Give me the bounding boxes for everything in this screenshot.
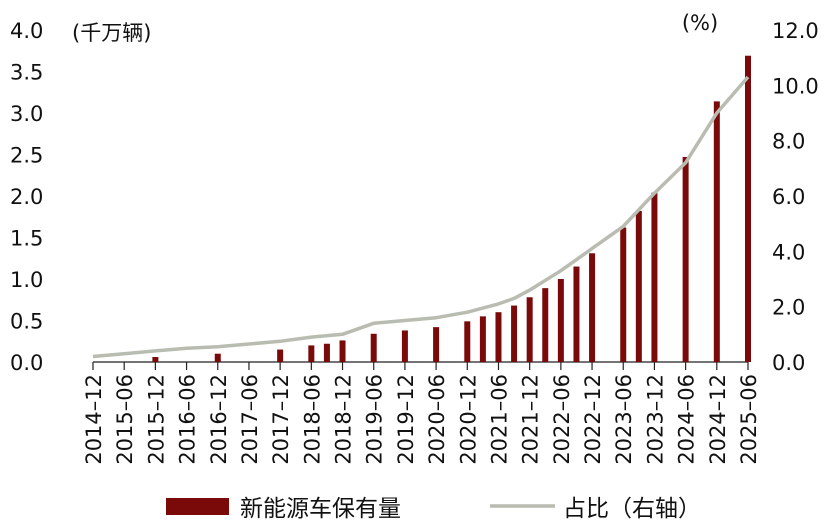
- y-left-tick-label: 0.0: [10, 351, 43, 375]
- bar: [620, 227, 627, 362]
- bar: [339, 340, 346, 362]
- bar: [589, 253, 596, 362]
- bar: [542, 288, 549, 362]
- bar: [682, 156, 689, 362]
- bar: [277, 349, 284, 362]
- y-right-tick-label: 10.0: [772, 74, 819, 98]
- bar: [495, 312, 502, 362]
- x-tick-label: 2023–06: [612, 374, 636, 465]
- bar: [557, 279, 564, 362]
- y-right-tick-label: 2.0: [772, 296, 805, 320]
- y-right-tick-label: 8.0: [772, 130, 805, 154]
- x-tick-label: 2016–12: [207, 374, 231, 465]
- left-axis-unit: (千万辆): [72, 21, 151, 45]
- y-left-tick-label: 2.0: [10, 185, 43, 209]
- legend-bar-swatch: [166, 498, 229, 515]
- bar: [651, 192, 658, 362]
- legend: 新能源车保有量 占比（右轴）: [166, 496, 701, 522]
- x-tick-label: 2018–06: [300, 374, 324, 465]
- plot-area: 2014–12 2015–06 2015–12 2016–06 2016–12 2017–…: [10, 19, 819, 465]
- x-tick-label: 2019–06: [363, 374, 387, 465]
- bar: [370, 333, 377, 362]
- x-tick-label: 2019–12: [394, 374, 418, 465]
- bar: [464, 321, 471, 362]
- bar: [433, 327, 440, 362]
- x-tick-label: 2025–06: [737, 374, 761, 465]
- x-tick-label: 2017–12: [269, 374, 293, 465]
- bar: [308, 345, 315, 362]
- bar: [479, 316, 486, 362]
- x-tick-label: 2022–12: [581, 374, 605, 465]
- series-line: [92, 75, 750, 359]
- x-tick-label: 2015–12: [144, 374, 168, 465]
- bar: [526, 297, 533, 362]
- y-left-tick-label: 0.5: [10, 310, 43, 334]
- bar: [713, 101, 720, 362]
- x-tick-label: 2024–12: [706, 374, 730, 465]
- x-tick-label: 2016–06: [176, 374, 200, 465]
- legend-line-label: 占比（右轴）: [563, 496, 701, 522]
- x-tick-label: 2020–12: [456, 374, 480, 465]
- y-right-tick-label: 12.0: [772, 19, 819, 43]
- bar: [323, 343, 330, 362]
- y-right-tick-label: 0.0: [772, 351, 805, 375]
- x-tick-label: 2015–06: [113, 374, 137, 465]
- x-tick-label: 2021–12: [519, 374, 543, 465]
- bar: [401, 330, 408, 362]
- x-tick-label: 2014–12: [82, 374, 106, 465]
- x-tick-label: 2023–12: [643, 374, 667, 465]
- x-tick-label: 2017–06: [238, 374, 262, 465]
- bar: [511, 305, 518, 362]
- bar: [573, 266, 580, 362]
- y-left-tick-label: 3.0: [10, 102, 43, 126]
- bar: [214, 353, 221, 362]
- legend-bar-label: 新能源车保有量: [240, 496, 401, 522]
- bar: [635, 210, 642, 362]
- x-tick-label: 2021–06: [487, 374, 511, 465]
- y-right-tick-label: 4.0: [772, 240, 805, 264]
- y-left-tick-label: 1.0: [10, 268, 43, 292]
- y-left-tick-label: 2.5: [10, 144, 43, 168]
- y-left-tick-label: 4.0: [10, 19, 43, 43]
- y-left-tick-label: 1.5: [10, 227, 43, 251]
- x-tick-label: 2018–12: [332, 374, 356, 465]
- y-left-tick-label: 3.5: [10, 61, 43, 85]
- x-tick-label: 2022–06: [550, 374, 574, 465]
- right-axis-unit: (%): [682, 11, 718, 35]
- bar: [152, 357, 159, 362]
- bar: [745, 55, 751, 362]
- y-right-tick-label: 6.0: [772, 185, 805, 209]
- x-tick-label: 2020–06: [425, 374, 449, 465]
- x-tick-label: 2024–06: [675, 374, 699, 465]
